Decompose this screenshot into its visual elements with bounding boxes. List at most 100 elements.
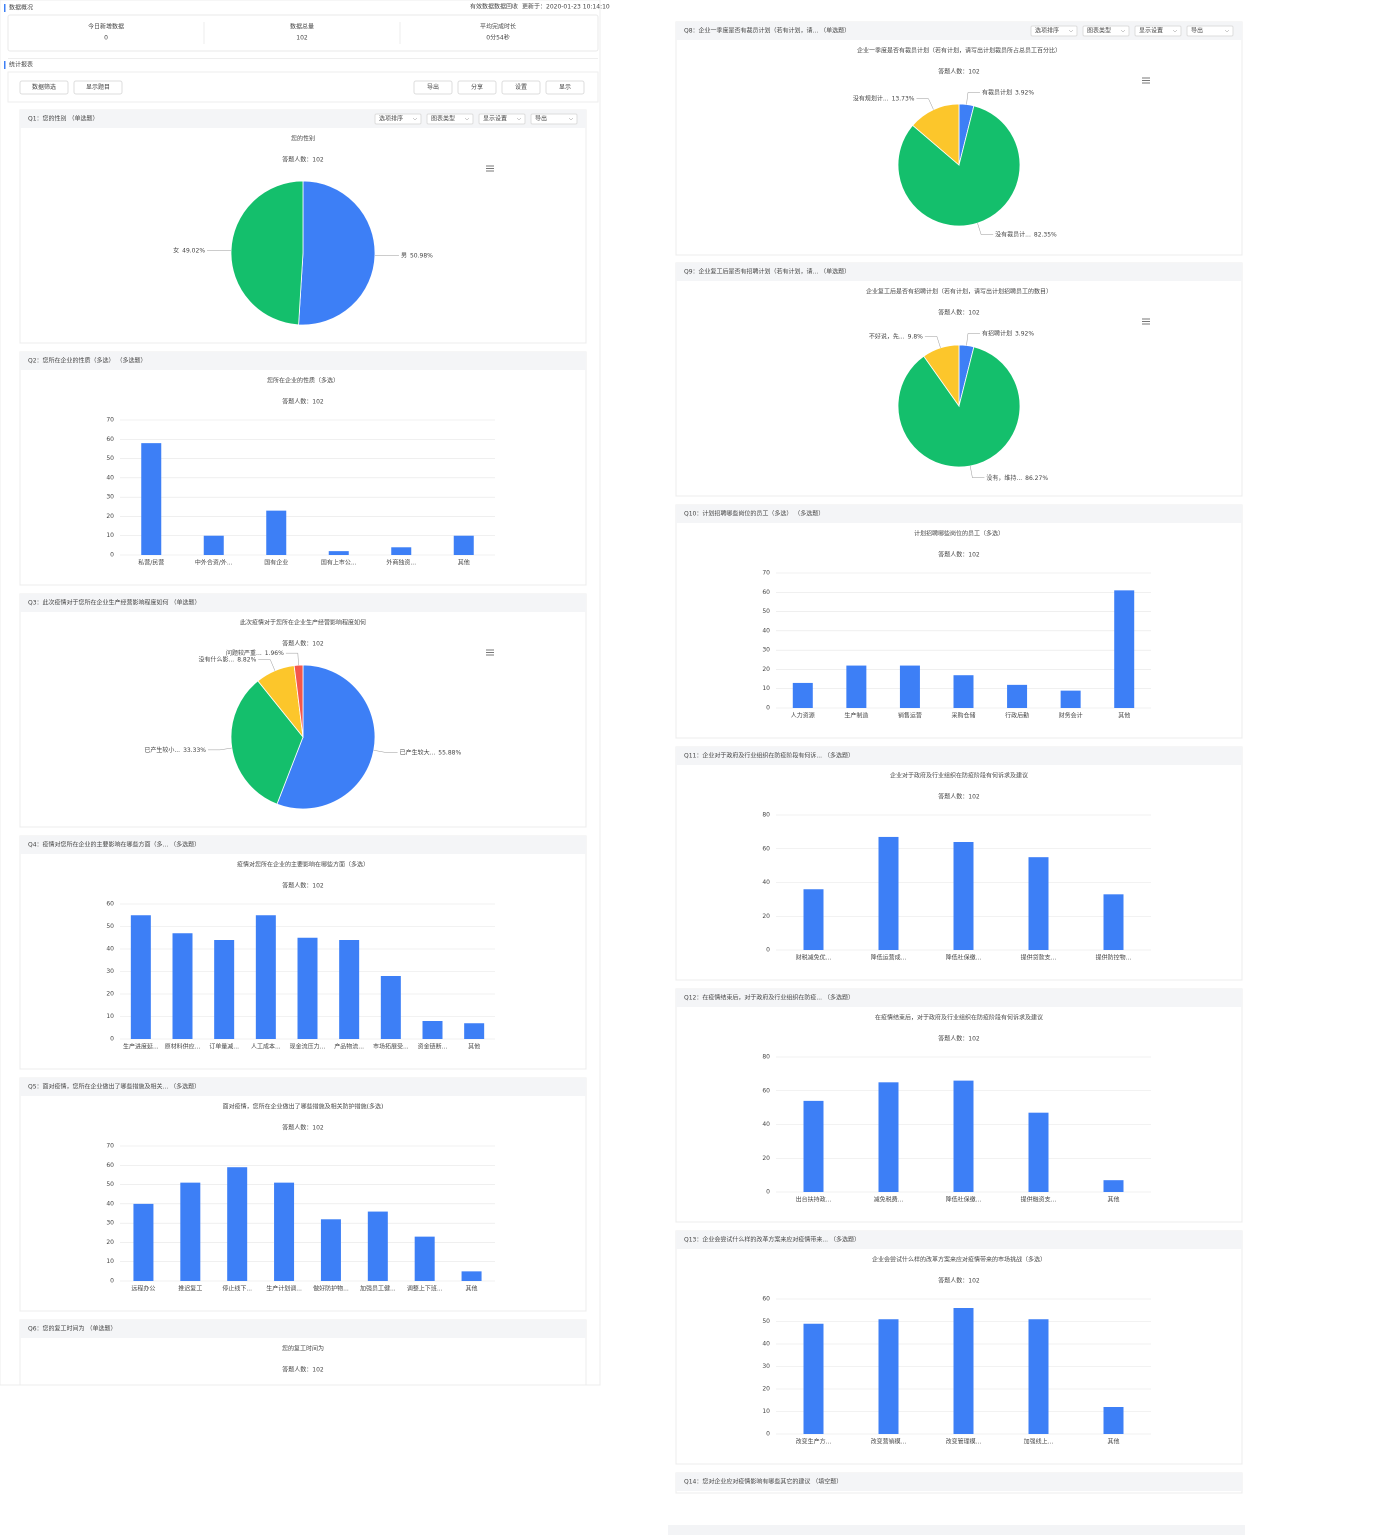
bar [367,1211,388,1281]
leader-line [969,465,985,479]
chart-subtitle: 答题人数：102 [282,156,324,164]
panel [19,351,587,586]
slice-value: 33.33% [183,746,206,753]
chart-subtitle: 答题人数：102 [938,551,980,559]
dropdown[interactable] [426,113,474,125]
y-tick-label: 40 [106,946,114,953]
panel-header [20,1320,586,1338]
panel [19,1077,587,1312]
slice-category: 不好说，先... [869,332,905,340]
leader-line [966,333,980,346]
dropdown[interactable] [1030,25,1078,37]
y-tick-label: 70 [106,1143,114,1150]
bar [953,842,974,950]
dropdown-label: 显示设置 [1139,27,1163,35]
dropdown-label: 导出 [535,115,547,123]
panel-header [676,747,1242,765]
chart-title: 此次疫情对于您所在企业生产经营影响程度如何 [240,619,366,627]
y-tick-label: 50 [106,923,114,930]
stats-card [7,14,599,52]
y-tick-label: 40 [762,1121,770,1128]
chart-subtitle: 答题人数：102 [938,1277,980,1285]
dropdown[interactable] [1186,25,1234,37]
slice-label: 女 49.02% [173,246,205,254]
leader-line [258,659,276,671]
y-tick-label: 10 [762,1408,770,1415]
x-tick-label: 销售运营 [898,712,922,720]
panel-header [676,1473,1242,1491]
question-title: Q6：您的复工时间为 （单选题） [28,1325,116,1333]
chart-subtitle: 答题人数：102 [282,1366,324,1374]
dropdown-caret [568,117,574,121]
link[interactable]: 有效数据数据回收 [470,3,518,11]
dropdown-caret [464,117,470,121]
x-tick-label: 减免税费... [874,1196,904,1204]
bar [133,1203,154,1281]
y-tick-label: 20 [762,666,770,673]
y-tick-label: 30 [106,494,114,501]
y-tick-label: 30 [106,968,114,975]
question-title: Q13：企业会尝试什么样的改革方案来应对疫情带来... （多选题） [684,1236,860,1244]
bar [274,1182,295,1281]
toolbar-button[interactable] [457,80,497,95]
slice-value: 50.98% [410,252,433,259]
slice-label: 男 50.98% [401,252,433,259]
y-tick-label: 50 [106,1181,114,1188]
chart-title: 企业一季度是否有裁员计划（若有计划，请写出计划裁员所占总员工百分比） [857,47,1061,55]
question-title: Q10：计划招聘哪些岗位的员工（多选） （多选题） [684,510,824,518]
slice-category: 没有规划计... [853,94,889,102]
y-tick-label: 60 [106,436,114,443]
dropdown[interactable] [478,113,526,125]
slice-category: 没有，维持... [986,473,1022,481]
x-tick-label: 国有企业 [264,559,288,567]
chart-subtitle: 答题人数：102 [282,882,324,890]
y-tick-label: 20 [106,991,114,998]
toolbar-label: 设置 [515,83,527,91]
bar [1028,1112,1049,1192]
panel-header [20,836,586,854]
x-tick-label: 其他 [458,559,470,567]
dropdown-label: 选项排序 [379,115,403,123]
slice-label: 有招聘计划 3.92% [982,329,1034,337]
leader-line [977,223,994,235]
slice-label: 有裁员计划 3.92% [982,88,1034,96]
bar [464,1023,485,1039]
y-tick-label: 40 [762,1341,770,1348]
dropdown[interactable] [1134,25,1182,37]
bar [203,535,224,555]
dropdown[interactable] [374,113,422,125]
leader-line [924,336,941,348]
bar [899,665,920,708]
dropdown[interactable] [1082,25,1130,37]
bar [453,535,474,555]
toolbar-button[interactable] [413,80,453,95]
y-tick-label: 80 [762,1054,770,1061]
y-tick-label: 50 [762,1318,770,1325]
chart-subtitle: 答题人数：102 [282,398,324,406]
toolbar-button[interactable] [19,80,69,95]
y-tick-label: 70 [762,570,770,577]
x-tick-label: 提供融资支... [1021,1196,1057,1204]
toolbar-label: 导出 [427,83,439,91]
x-tick-label: 人力资源 [791,712,815,720]
slice-category: 没有裁员计... [995,230,1031,238]
toolbar-button[interactable] [501,80,541,95]
y-tick-label: 0 [766,1189,770,1196]
y-tick-label: 10 [106,532,114,539]
chart-subtitle: 答题人数：102 [282,1124,324,1132]
bar [461,1271,482,1281]
leader-line [966,92,980,105]
slice-value: 8.82% [237,656,256,663]
dropdown[interactable] [530,113,578,125]
next-panel [668,1525,1245,1535]
x-tick-label: 停止线下... [222,1285,252,1293]
toolbar-label: 分享 [471,83,483,91]
y-tick-label: 80 [762,812,770,819]
bar [1028,1319,1049,1434]
y-tick-label: 10 [106,1013,114,1020]
chart-title: 企业对于政府及行业组织在防疫阶段有何诉求及建议 [890,772,1028,780]
toolbar-button[interactable] [73,80,123,95]
toolbar-button[interactable] [545,80,585,95]
bar [846,665,867,708]
